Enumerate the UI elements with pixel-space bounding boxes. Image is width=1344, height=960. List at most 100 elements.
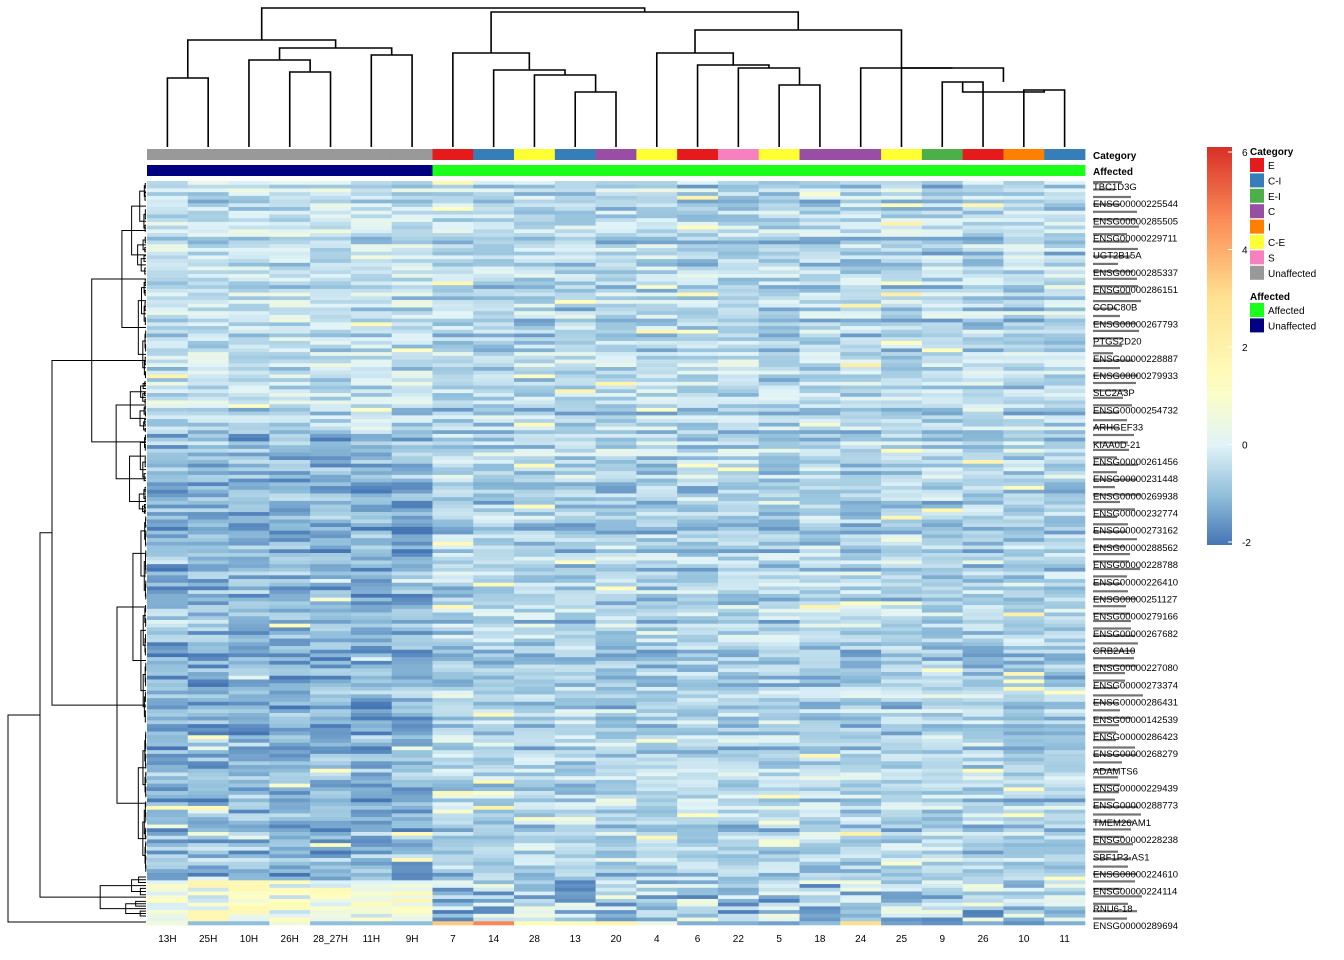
heatmap-cell: [677, 489, 719, 494]
heatmap-cell: [514, 307, 556, 312]
heatmap-cell: [758, 802, 800, 807]
heatmap-cell: [636, 817, 678, 822]
heatmap-cell: [799, 314, 841, 319]
heatmap-cell: [473, 664, 515, 669]
heatmap-cell: [881, 471, 923, 476]
heatmap-cell: [636, 556, 678, 561]
heatmap-cell: [391, 441, 433, 446]
heatmap-cell: [921, 642, 963, 647]
heatmap-cell: [799, 274, 841, 279]
heatmap-cell: [840, 545, 882, 550]
heatmap-cell: [799, 660, 841, 665]
heatmap-cell: [187, 181, 229, 186]
heatmap-cell: [147, 839, 189, 844]
heatmap-cell: [228, 757, 270, 762]
row-label-glyph: [1093, 188, 1115, 191]
heatmap-cell: [391, 296, 433, 301]
heatmap-cell: [962, 285, 1004, 290]
heatmap-cell: [758, 311, 800, 316]
heatmap-cell: [350, 545, 392, 550]
heatmap-cell: [432, 538, 474, 543]
heatmap-cell: [962, 400, 1004, 405]
heatmap-cell: [921, 277, 963, 282]
heatmap-cell: [187, 869, 229, 874]
heatmap-cell: [636, 322, 678, 327]
heatmap-cell: [636, 314, 678, 319]
heatmap-cell: [677, 285, 719, 290]
heatmap-cell: [1003, 411, 1045, 416]
heatmap-cell: [1044, 474, 1086, 479]
heatmap-cell: [717, 281, 760, 286]
heatmap-cell: [840, 523, 882, 528]
heatmap-cell: [921, 195, 963, 200]
heatmap-cell: [881, 292, 923, 297]
heatmap-cell: [677, 679, 719, 684]
heatmap-cell: [514, 214, 556, 219]
heatmap-cell: [840, 348, 882, 353]
heatmap-cell: [310, 616, 352, 621]
heatmap-cell: [228, 798, 270, 803]
heatmap-cell: [228, 359, 270, 364]
heatmap-cell: [921, 794, 963, 799]
heatmap-cell: [799, 497, 841, 502]
heatmap-cell: [881, 448, 923, 453]
heatmap-cell: [310, 221, 352, 226]
heatmap-cell: [554, 597, 596, 602]
heatmap-cell: [799, 553, 841, 558]
heatmap-cell: [228, 355, 270, 360]
heatmap-cell: [473, 794, 515, 799]
heatmap-cell: [310, 742, 352, 747]
heatmap-cell: [1044, 288, 1086, 293]
heatmap-cell: [514, 422, 556, 427]
heatmap-cell: [473, 471, 515, 476]
heatmap-cell: [514, 820, 556, 825]
heatmap-cell: [228, 627, 270, 632]
heatmap-cell: [636, 352, 678, 357]
row-label: ENSG00000273162: [1093, 526, 1178, 537]
column-label: 25H: [199, 934, 217, 945]
heatmap-cell: [840, 274, 882, 279]
heatmap-cell: [350, 843, 392, 848]
heatmap-cell: [758, 679, 800, 684]
heatmap-cell: [228, 337, 270, 342]
heatmap-cell: [717, 437, 760, 442]
heatmap-cell: [677, 694, 719, 699]
heatmap-cell: [391, 638, 433, 643]
heatmap-cell: [350, 701, 392, 706]
heatmap-cell: [758, 735, 800, 740]
heatmap-cell: [310, 765, 352, 770]
heatmap-cell: [677, 422, 719, 427]
heatmap-cell: [677, 913, 719, 918]
heatmap-cell: [717, 534, 760, 539]
heatmap-cell: [473, 668, 515, 673]
heatmap-cell: [554, 474, 596, 479]
heatmap-cell: [432, 277, 474, 282]
heatmap-cell: [350, 872, 392, 877]
heatmap-cell: [310, 415, 352, 420]
heatmap-cell: [514, 526, 556, 531]
heatmap-cell: [921, 262, 963, 267]
heatmap-cell: [187, 471, 229, 476]
heatmap-cell: [799, 605, 841, 610]
heatmap-cell: [391, 467, 433, 472]
heatmap-cell: [799, 541, 841, 546]
row-label-glyph: [1093, 463, 1138, 466]
heatmap-cell: [717, 285, 760, 290]
heatmap-cell: [391, 314, 433, 319]
heatmap-cell: [391, 259, 433, 264]
heatmap-cell: [840, 727, 882, 732]
heatmap-cell: [840, 798, 882, 803]
heatmap-cell: [269, 277, 311, 282]
heatmap-cell: [677, 508, 719, 513]
heatmap-cell: [595, 244, 637, 249]
heatmap-cell: [432, 828, 474, 833]
heatmap-cell: [962, 772, 1004, 777]
heatmap-cell: [228, 415, 270, 420]
heatmap-cell: [147, 813, 189, 818]
heatmap-cell: [310, 534, 352, 539]
heatmap-cell: [881, 675, 923, 680]
category-annotation-label: Category: [1093, 151, 1137, 162]
heatmap-cell: [514, 798, 556, 803]
heatmap-cell: [310, 686, 352, 691]
